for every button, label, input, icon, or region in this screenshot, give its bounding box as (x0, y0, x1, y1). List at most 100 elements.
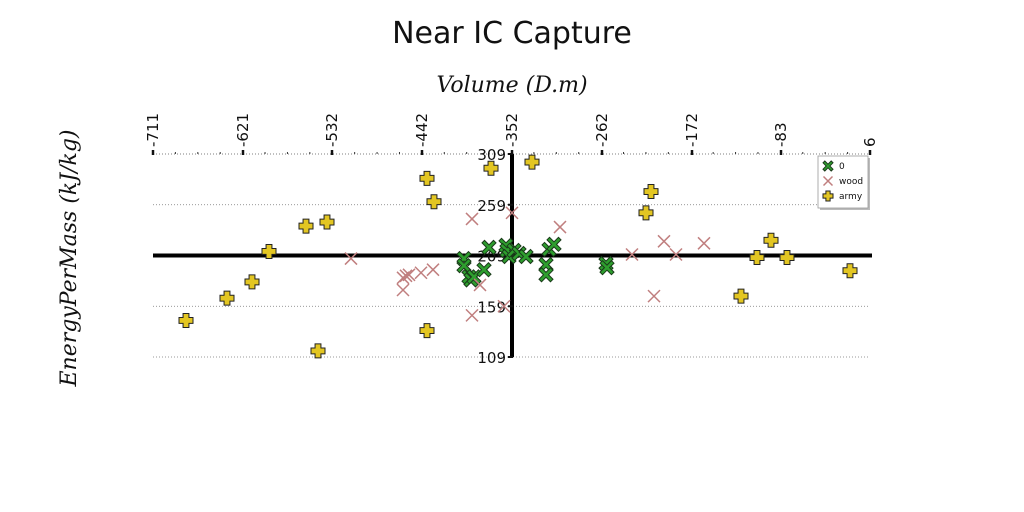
marker-army (426, 194, 442, 210)
marker-army (763, 232, 779, 248)
data-point (553, 220, 567, 234)
x-tick-label: -532 (323, 113, 341, 147)
marker-wood (414, 266, 428, 280)
marker-wood (399, 269, 413, 283)
data-point (733, 288, 749, 304)
data-point (779, 250, 795, 266)
marker-0 (456, 257, 472, 274)
marker-wood (465, 212, 479, 226)
data-point (414, 266, 428, 280)
legend-item: 0 (822, 160, 845, 172)
legend-label: wood (839, 177, 863, 187)
marker-army (261, 243, 277, 259)
data-point (399, 269, 413, 283)
marker-army (178, 312, 194, 328)
marker-wood (669, 247, 683, 262)
marker-wood (344, 252, 358, 266)
x-tick-label: -621 (234, 113, 252, 147)
data-point (319, 214, 335, 230)
marker-wood (553, 220, 567, 234)
data-point (669, 247, 683, 262)
data-point (178, 312, 194, 328)
marker-army (483, 160, 499, 176)
y-tick-label: 259 (477, 197, 506, 215)
y-tick-label: 109 (477, 349, 506, 367)
data-point (538, 267, 554, 283)
marker-0 (518, 248, 534, 265)
x-tick-label: 6 (861, 137, 879, 147)
series-army (178, 154, 858, 359)
data-point (419, 323, 435, 339)
marker-wood (465, 308, 479, 322)
marker-army (779, 250, 795, 266)
data-point (261, 243, 277, 259)
x-tick-label: -172 (683, 113, 701, 147)
data-point (298, 218, 314, 234)
data-point (647, 289, 661, 303)
data-point (546, 236, 562, 253)
marker-army (298, 218, 314, 234)
data-point (518, 248, 534, 265)
x-tick-label: -83 (772, 123, 790, 148)
marker-army (419, 170, 435, 186)
data-point (473, 278, 487, 292)
data-point (219, 290, 235, 306)
data-point (638, 205, 654, 221)
data-point (310, 343, 326, 359)
legend-label: 0 (839, 162, 845, 172)
marker-army (219, 290, 235, 306)
marker-army (749, 250, 765, 266)
marker-wood (505, 206, 519, 220)
y-tick-label: 309 (477, 146, 506, 164)
x-tick-label: -262 (593, 113, 611, 147)
series-0 (456, 236, 615, 288)
marker-wood (497, 299, 511, 313)
marker-0 (546, 236, 562, 253)
data-point (344, 252, 358, 266)
marker-army (419, 323, 435, 339)
data-point (697, 236, 711, 250)
marker-army (842, 263, 858, 279)
x-axis-label: Volume (D.m) (436, 73, 587, 98)
legend: 0 wood army (817, 155, 870, 210)
marker-wood (822, 175, 834, 187)
x-tick-label: -442 (413, 113, 431, 147)
data-point (396, 283, 410, 297)
data-point (524, 154, 540, 170)
chart-title: Near IC Capture (392, 16, 632, 51)
y-tick-label: 159 (477, 298, 506, 316)
data-point (465, 308, 479, 322)
data-point (481, 239, 497, 256)
data-points (178, 154, 858, 359)
y-axis-label: EnergyPerMass (kJ/kg) (57, 130, 82, 388)
marker-army (319, 214, 335, 230)
marker-0 (599, 259, 615, 276)
x-tick-label: -711 (144, 113, 162, 147)
marker-army (822, 190, 834, 202)
tick-labels: -711 -621 -532 -442 -352 -262 -172 -83 610915920… (144, 113, 879, 367)
marker-wood (697, 236, 711, 250)
marker-wood (647, 289, 661, 303)
data-point (465, 212, 479, 226)
series-wood (344, 206, 711, 322)
data-point (402, 268, 416, 282)
data-point (625, 247, 639, 262)
data-point (483, 160, 499, 176)
marker-0 (476, 262, 492, 278)
data-point (426, 263, 440, 277)
data-point (842, 263, 858, 279)
marker-wood (473, 278, 487, 292)
marker-0 (822, 160, 834, 172)
data-point (599, 259, 615, 276)
data-point (426, 194, 442, 210)
data-point (749, 250, 765, 266)
data-point (763, 232, 779, 248)
marker-wood (402, 268, 416, 282)
marker-army (643, 184, 659, 200)
data-point (244, 274, 260, 290)
marker-0 (481, 239, 497, 256)
marker-wood (657, 234, 671, 248)
legend-label: army (839, 192, 863, 202)
legend-item: army (822, 190, 863, 202)
